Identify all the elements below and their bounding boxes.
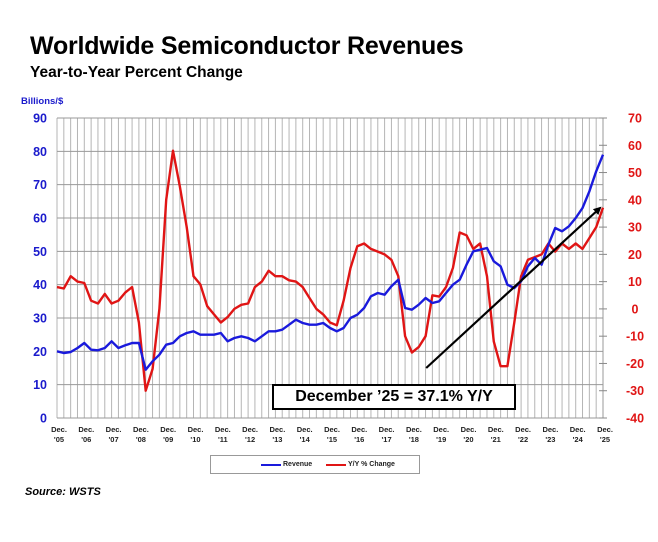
tick-label-x: Dec.: [351, 425, 367, 434]
legend-label-yoy: Y/Y % Change: [348, 461, 395, 468]
tick-label-x: Dec.: [78, 425, 94, 434]
tick-label-left: 0: [40, 412, 47, 426]
annotation-box: December ’25 = 37.1% Y/Y: [272, 384, 516, 410]
tick-label-x-year: '17: [382, 435, 392, 444]
legend-swatch-revenue: [261, 463, 281, 466]
legend: Revenue Y/Y % Change: [210, 455, 420, 474]
tick-label-x: Dec.: [324, 425, 340, 434]
tick-label-x-year: '25: [600, 435, 610, 444]
tick-label-x-year: '13: [272, 435, 282, 444]
tick-label-x-year: '06: [81, 435, 91, 444]
tick-label-right: -30: [626, 384, 644, 398]
chart-subtitle: Year-to-Year Percent Change: [30, 64, 243, 81]
tick-label-left: 60: [33, 212, 47, 226]
tick-label-right: 10: [628, 275, 642, 289]
tick-label-right: -10: [626, 330, 644, 344]
tick-label-x-year: '05: [54, 435, 64, 444]
tick-label-x: Dec.: [542, 425, 558, 434]
tick-label-x-year: '21: [491, 435, 501, 444]
tick-label-x-year: '09: [163, 435, 173, 444]
tick-label-x: Dec.: [51, 425, 67, 434]
tick-label-right: 0: [632, 302, 639, 316]
tick-label-x-year: '07: [109, 435, 119, 444]
tick-label-x: Dec.: [242, 425, 258, 434]
tick-label-left: 70: [33, 178, 47, 192]
trend-arrow: [425, 206, 602, 369]
tick-label-x-year: '16: [354, 435, 364, 444]
tick-label-right: 20: [628, 248, 642, 262]
tick-label-left: 90: [33, 112, 47, 126]
tick-label-x: Dec.: [570, 425, 586, 434]
y-axis-left-label: Billions/$: [21, 96, 64, 107]
tick-label-x-year: '22: [518, 435, 528, 444]
tick-label-x: Dec.: [433, 425, 449, 434]
tick-label-x: Dec.: [488, 425, 504, 434]
tick-label-x: Dec.: [597, 425, 613, 434]
tick-label-left: 10: [33, 378, 47, 392]
chart-title: Worldwide Semiconductor Revenues: [30, 32, 464, 60]
tick-label-x: Dec.: [515, 425, 531, 434]
legend-item-revenue: Revenue: [261, 461, 312, 468]
tick-label-x: Dec.: [215, 425, 231, 434]
y-axis-right: -40 -30 -20 -10 0 10 20 30 40 50 60 70: [599, 112, 644, 426]
tick-label-right: 30: [628, 221, 642, 235]
tick-label-left: 80: [33, 145, 47, 159]
tick-label-x: Dec.: [406, 425, 422, 434]
tick-label-x-year: '19: [436, 435, 446, 444]
source-note: Source: WSTS: [25, 486, 101, 498]
tick-label-x: Dec.: [188, 425, 204, 434]
tick-label-x-year: '23: [545, 435, 555, 444]
tick-label-x: Dec.: [133, 425, 149, 434]
series-group: [56, 149, 605, 392]
legend-label-revenue: Revenue: [283, 461, 313, 468]
tick-label-x: Dec.: [379, 425, 395, 434]
tick-label-x: Dec.: [160, 425, 176, 434]
tick-label-x-year: '12: [245, 435, 255, 444]
tick-label-x-year: '10: [190, 435, 200, 444]
tick-label-x: Dec.: [297, 425, 313, 434]
tick-label-x-year: '15: [327, 435, 337, 444]
tick-label-x-year: '24: [573, 435, 584, 444]
legend-swatch-yoy: [326, 463, 346, 466]
tick-label-left: 40: [33, 278, 47, 292]
tick-label-x-year: '11: [218, 435, 228, 444]
tick-label-x: Dec.: [106, 425, 122, 434]
y-axis-left: 0 10 20 30 40 50 60 70 80 90: [33, 112, 47, 426]
tick-label-x: Dec.: [461, 425, 477, 434]
trend-arrow-line: [425, 206, 602, 369]
tick-label-x-year: '20: [463, 435, 473, 444]
tick-label-x: Dec.: [269, 425, 285, 434]
tick-label-right: 60: [628, 139, 642, 153]
x-axis: Dec.'05Dec.'06Dec.'07Dec.'08Dec.'09Dec.'…: [51, 425, 613, 444]
tick-label-left: 30: [33, 312, 47, 326]
grid: [56, 117, 604, 419]
tick-label-right: 50: [628, 166, 642, 180]
tick-label-left: 20: [33, 345, 47, 359]
tick-label-right: -40: [626, 412, 644, 426]
tick-label-x-year: '08: [136, 435, 146, 444]
tick-label-right: 40: [628, 193, 642, 207]
tick-label-right: -20: [626, 357, 644, 371]
tick-label-left: 50: [33, 245, 47, 259]
tick-label-right: 70: [628, 112, 642, 126]
tick-label-x-year: '14: [300, 435, 311, 444]
tick-label-x-year: '18: [409, 435, 419, 444]
legend-item-yoy: Y/Y % Change: [326, 461, 395, 468]
